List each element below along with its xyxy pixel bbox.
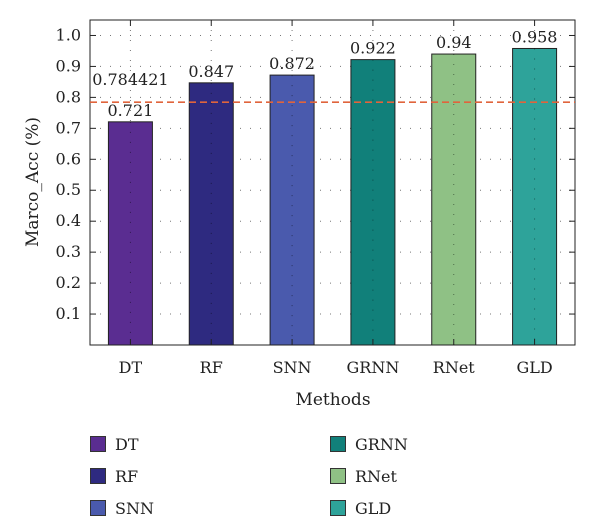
value-label-dt: 0.721 <box>108 101 154 120</box>
x-tick-label: GLD <box>516 358 552 377</box>
bar-dt <box>107 121 153 346</box>
legend-label: RNet <box>355 466 397 486</box>
bar-gld <box>512 47 558 346</box>
y-axis-title: Marco_Acc (%) <box>23 117 43 247</box>
legend-item-gld: GLD <box>330 492 550 524</box>
legend-item-grnn: GRNN <box>330 428 550 460</box>
legend-label: GLD <box>355 498 392 518</box>
legend-label: SNN <box>115 498 154 518</box>
legend-swatch <box>330 468 346 484</box>
y-tick-label: 0.9 <box>56 56 81 75</box>
legend-swatch <box>330 436 346 452</box>
legend: DT RF SNN GRNN RNet GLD <box>90 428 550 524</box>
y-tick-label: 0.3 <box>56 242 81 261</box>
x-axis-ticks: DT RF SNN GRNN RNet GLD <box>119 20 553 377</box>
legend-label: RF <box>115 466 139 486</box>
legend-item-dt: DT <box>90 428 330 460</box>
reference-line-label: 0.784421 <box>92 70 168 89</box>
plot-frame <box>89 19 576 346</box>
value-labels: 0.721 0.847 0.872 0.922 0.94 0.958 0.784421 <box>92 27 557 119</box>
x-axis-title: Methods <box>295 390 370 410</box>
legend-swatch <box>90 468 106 484</box>
x-tick-label: GRNN <box>347 358 400 377</box>
value-label-gld: 0.958 <box>512 27 558 46</box>
y-tick-label: 0.7 <box>56 118 81 137</box>
y-axis-ticks: 0.1 0.2 0.3 0.4 0.5 0.6 0.7 0.8 0.9 1.0 <box>56 25 575 323</box>
legend-label: GRNN <box>355 434 408 454</box>
bar-rf <box>188 82 234 346</box>
y-tick-label: 0.6 <box>56 149 81 168</box>
x-tick-label: DT <box>119 358 143 377</box>
y-tick-label: 1.0 <box>56 25 81 44</box>
bars <box>107 47 558 346</box>
legend-item-snn: SNN <box>90 492 330 524</box>
legend-swatch <box>90 436 106 452</box>
legend-item-rnet: RNet <box>330 460 550 492</box>
value-label-rnet: 0.94 <box>436 33 472 52</box>
x-tick-label: SNN <box>273 358 312 377</box>
bar-snn <box>269 74 315 346</box>
bar-chart: 0.721 0.847 0.872 0.922 0.94 0.958 0.784421 0.… <box>23 19 576 410</box>
y-tick-label: 0.4 <box>56 211 81 230</box>
value-label-snn: 0.872 <box>269 54 315 73</box>
legend-label: DT <box>115 434 139 454</box>
x-tick-label: RF <box>200 358 223 377</box>
value-label-grnn: 0.922 <box>350 39 396 58</box>
legend-swatch <box>330 500 346 516</box>
legend-swatch <box>90 500 106 516</box>
y-tick-label: 0.5 <box>56 180 81 199</box>
y-tick-label: 0.8 <box>56 87 81 106</box>
grid-lines <box>90 20 575 345</box>
y-tick-label: 0.1 <box>56 304 81 323</box>
bar-rnet <box>431 53 477 346</box>
x-tick-label: RNet <box>433 358 476 377</box>
y-tick-label: 0.2 <box>56 273 81 292</box>
legend-item-rf: RF <box>90 460 330 492</box>
value-label-rf: 0.847 <box>188 62 234 81</box>
